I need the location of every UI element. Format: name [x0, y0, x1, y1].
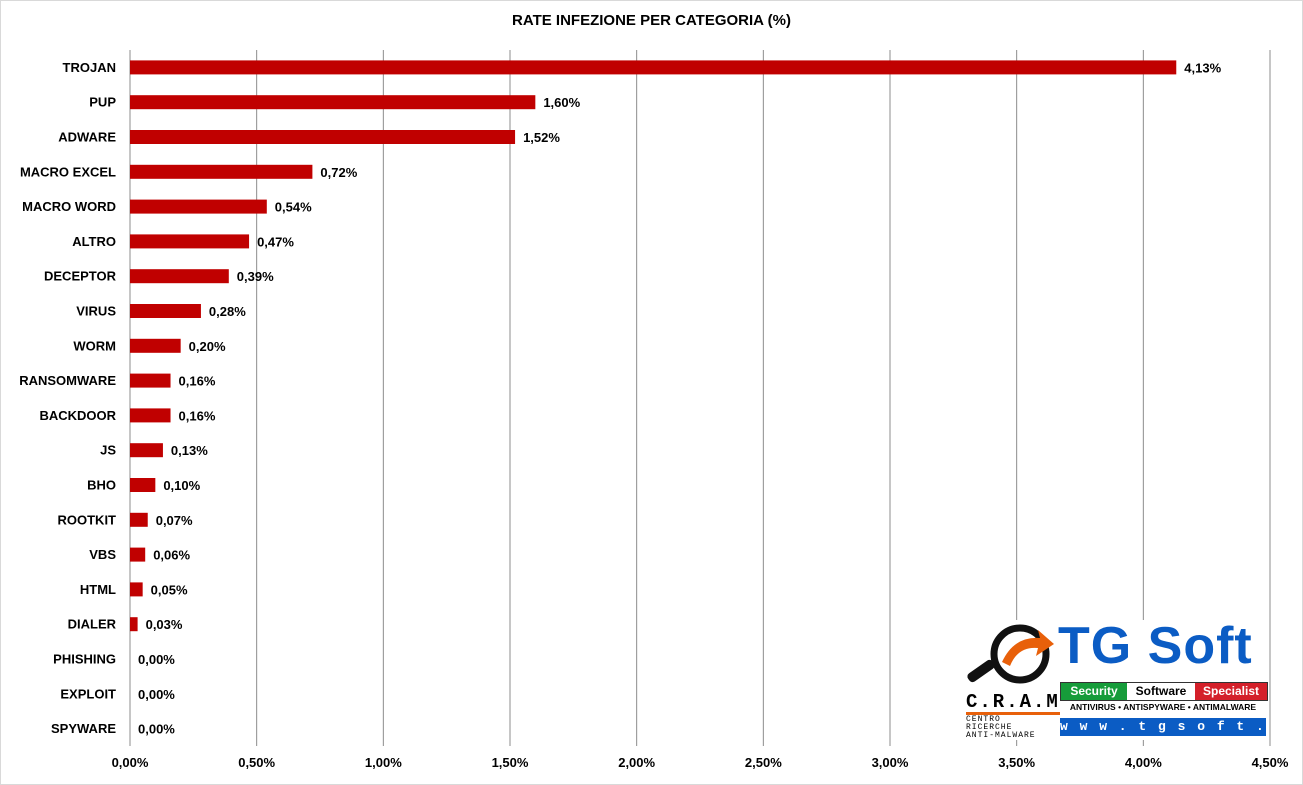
data-label: 1,60% — [543, 95, 580, 110]
bar — [130, 304, 201, 318]
brand-name: TG Soft — [1058, 617, 1253, 675]
category-label: BACKDOOR — [39, 408, 116, 423]
x-tick-label: 1,50% — [492, 755, 529, 770]
data-label: 4,13% — [1184, 60, 1221, 75]
category-label: WORM — [73, 338, 116, 353]
data-label: 0,47% — [257, 234, 294, 249]
data-label: 0,28% — [209, 304, 246, 319]
data-label: 0,39% — [237, 269, 274, 284]
data-label: 0,00% — [138, 652, 175, 667]
data-label: 1,52% — [523, 130, 560, 145]
category-label: DIALER — [68, 617, 117, 632]
cram-name: C.R.A.M — [966, 691, 1060, 715]
data-label: 0,00% — [138, 722, 175, 737]
magnifier-arrow-icon — [967, 624, 1054, 684]
data-label: 0,54% — [275, 200, 312, 215]
x-tick-label: 0,00% — [112, 755, 149, 770]
bar — [130, 547, 146, 562]
category-label: TROJAN — [63, 60, 116, 75]
cram-sub-line: CENTRO — [966, 715, 1001, 724]
x-tick-label: 1,00% — [365, 755, 402, 770]
strip-security: Security — [1061, 683, 1127, 700]
bar — [130, 338, 181, 353]
data-label: 0,00% — [138, 687, 175, 702]
bar — [130, 478, 156, 492]
data-label: 0,20% — [189, 339, 226, 354]
bars — [130, 60, 1177, 632]
strip-software: Software — [1127, 683, 1195, 700]
category-label: JS — [100, 443, 116, 458]
bar — [130, 617, 138, 632]
data-label: 0,06% — [153, 548, 190, 563]
x-tick-label: 3,50% — [998, 755, 1035, 770]
bar — [130, 234, 250, 249]
x-tick-label: 4,00% — [1125, 755, 1162, 770]
bar — [130, 443, 163, 458]
cram-sub-line: RICERCHE — [966, 723, 1013, 732]
data-label: 0,07% — [156, 513, 193, 528]
bar — [130, 512, 148, 527]
x-tick-label: 2,50% — [745, 755, 782, 770]
logo-tagline: ANTIVIRUS • ANTISPYWARE • ANTIMALWARE — [1069, 702, 1257, 712]
category-label: EXPLOIT — [60, 686, 116, 701]
bar — [130, 95, 536, 110]
data-label: 0,72% — [320, 165, 357, 180]
category-label: MACRO WORD — [22, 199, 116, 214]
category-label: VIRUS — [76, 304, 116, 319]
tagline-strip: Security Software Specialist — [1060, 682, 1268, 701]
data-label: 0,13% — [171, 443, 208, 458]
category-label: PUP — [89, 95, 116, 110]
chart-title: RATE INFEZIONE PER CATEGORIA (%) — [512, 12, 791, 29]
cram-subtitle: CENTRO RICERCHE ANTI-MALWARE — [966, 716, 1036, 740]
data-label: 0,05% — [151, 582, 188, 597]
tgsoft-logo: TG Soft C.R.A.M CENTRO RICERCHE ANTI-MAL… — [962, 617, 1303, 740]
bar — [130, 164, 313, 179]
cram-sub-line: ANTI-MALWARE — [966, 731, 1036, 740]
x-tick-label: 4,50% — [1252, 755, 1289, 770]
bar — [130, 60, 1177, 75]
category-label: MACRO EXCEL — [20, 164, 116, 179]
category-label: DECEPTOR — [44, 269, 117, 284]
data-label: 0,10% — [163, 478, 200, 493]
bar — [130, 199, 267, 214]
logo-url: w w w . t g s o f t . i t — [1060, 718, 1303, 736]
category-label: ROOTKIT — [58, 512, 117, 527]
category-label: ADWARE — [58, 130, 116, 145]
bar — [130, 269, 229, 284]
category-label: PHISHING — [53, 652, 116, 667]
x-tick-label: 2,00% — [618, 755, 655, 770]
bar — [130, 408, 171, 423]
strip-specialist: Specialist — [1195, 683, 1267, 700]
data-label: 0,16% — [179, 408, 216, 423]
category-label: SPYWARE — [51, 721, 116, 736]
category-label: ALTRO — [72, 234, 116, 249]
bar — [130, 373, 171, 388]
bar — [130, 582, 143, 597]
bar — [130, 130, 516, 144]
x-tick-label: 3,00% — [872, 755, 909, 770]
labels: 0,00% 0,50% 1,00% 1,50% 2,00% 2,50% 3,00% 3,50%… — [19, 60, 1289, 770]
data-label: 0,16% — [179, 374, 216, 389]
data-label: 0,03% — [146, 617, 183, 632]
category-label: RANSOMWARE — [19, 373, 116, 388]
category-label: BHO — [87, 478, 116, 493]
x-tick-label: 0,50% — [238, 755, 275, 770]
category-label: VBS — [89, 547, 116, 562]
category-label: HTML — [80, 582, 116, 597]
